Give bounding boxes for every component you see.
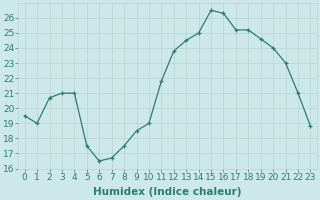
X-axis label: Humidex (Indice chaleur): Humidex (Indice chaleur): [93, 187, 242, 197]
